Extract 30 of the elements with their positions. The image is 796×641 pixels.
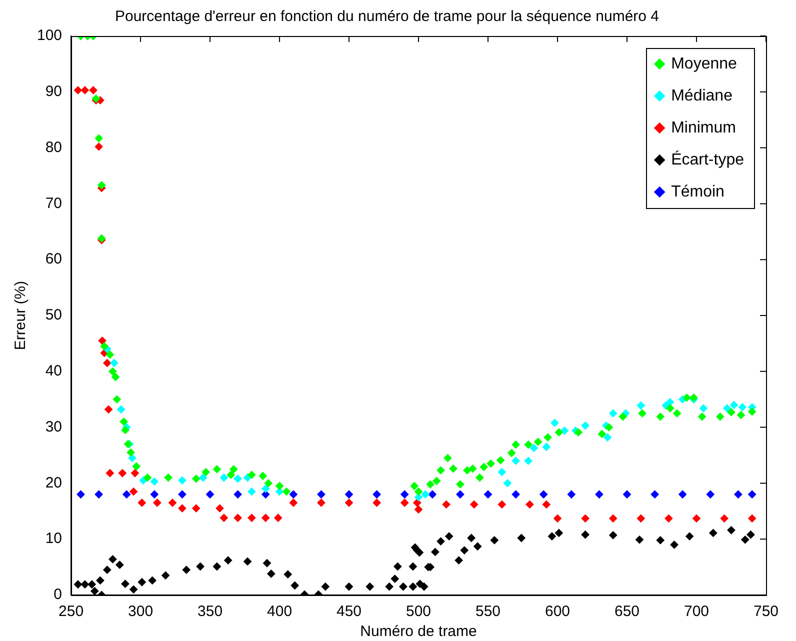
legend-label: Minimum (671, 119, 736, 136)
x-axis-title: Numéro de trame (360, 623, 477, 640)
x-tick-label: 650 (614, 603, 640, 620)
y-tick-label: 20 (45, 474, 62, 492)
legend-label: Moyenne (671, 55, 738, 72)
y-tick-label: 40 (45, 362, 62, 380)
x-tick-label: 300 (128, 603, 154, 620)
y-tick-label: 60 (45, 250, 62, 268)
y-tick-label: 80 (45, 138, 62, 156)
legend-label: Témoin (671, 183, 724, 200)
x-tick-label: 350 (198, 603, 223, 620)
y-tick-label: 10 (45, 530, 62, 548)
x-tick-label: 750 (753, 603, 779, 620)
y-tick-label: 50 (45, 306, 62, 324)
y-axis-title: Erreur (%) (12, 280, 30, 350)
legend-label: Médiane (671, 87, 733, 104)
legend-label: Écart-type (671, 150, 744, 168)
x-tick-label: 600 (544, 603, 570, 620)
y-tick-label: 30 (45, 418, 62, 436)
chart-title: Pourcentage d'erreur en fonction du numéro de trame pour la séquence numéro 4 (114, 8, 660, 26)
x-tick-label: 400 (267, 603, 292, 620)
y-tick-label: 0 (54, 586, 62, 604)
y-tick-label: 70 (45, 194, 62, 212)
y-tick-label: 100 (36, 27, 62, 44)
x-tick-label: 550 (475, 603, 501, 620)
x-tick-label: 450 (336, 603, 362, 620)
x-tick-label: 500 (406, 603, 432, 620)
x-tick-label: 250 (58, 603, 84, 620)
y-tick-label: 90 (45, 83, 62, 100)
x-tick-label: 700 (684, 603, 710, 620)
